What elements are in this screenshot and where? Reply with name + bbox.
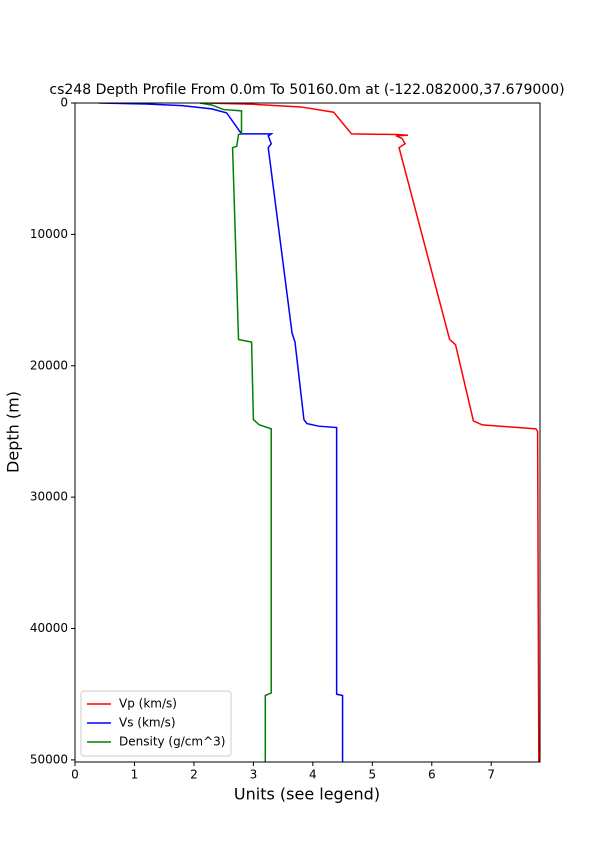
- y-tick-label: 0: [60, 96, 68, 110]
- y-tick-label: 10000: [30, 227, 68, 241]
- x-tick-label: 5: [368, 768, 376, 782]
- x-tick-label: 0: [71, 768, 79, 782]
- chart-title: cs248 Depth Profile From 0.0m To 50160.0…: [49, 82, 564, 98]
- x-tick-label: 7: [487, 768, 495, 782]
- legend-box: [80, 690, 232, 757]
- x-tick-label: 1: [131, 768, 139, 782]
- series-line: [98, 103, 344, 762]
- y-axis-label: Depth (m): [4, 391, 23, 473]
- legend-label: Vp (km/s): [119, 697, 177, 711]
- y-tick-label: 30000: [30, 490, 68, 504]
- x-tick-label: 2: [190, 768, 198, 782]
- y-tick-label: 20000: [30, 358, 68, 372]
- x-tick-label: 3: [250, 768, 258, 782]
- series-line: [199, 103, 272, 762]
- y-tick-label: 50000: [30, 752, 68, 766]
- x-axis-label: Units (see legend): [234, 785, 380, 804]
- y-tick-label: 40000: [30, 621, 68, 635]
- legend-label: Vs (km/s): [119, 716, 176, 730]
- plot-frame: [74, 102, 541, 763]
- series-line: [205, 103, 540, 762]
- legend-label: Density (g/cm^3): [119, 735, 225, 749]
- x-tick-label: 6: [428, 768, 436, 782]
- x-tick-label: 4: [309, 768, 317, 782]
